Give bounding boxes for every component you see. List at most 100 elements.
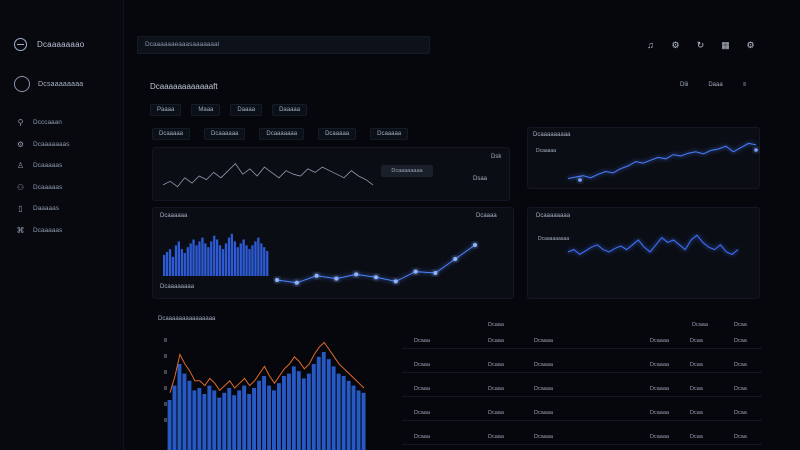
bar: [311, 364, 316, 450]
action-list[interactable]: Dlii: [680, 82, 689, 88]
bar: [267, 385, 271, 450]
bar: [254, 241, 257, 276]
bar: [224, 243, 228, 276]
chip-2[interactable]: Dcaaaaaaa: [259, 128, 305, 140]
panel-activity: Dcaaaaaaaa Dcaaaaaaaaa: [527, 207, 760, 299]
table-cell: Dcaaa: [488, 386, 504, 392]
bar: [331, 366, 336, 450]
bar: [197, 388, 202, 450]
sidebar-item-0[interactable]: ⚲ Dcccaaan: [16, 112, 70, 133]
panel-c-label: Dcaaaaaaaaa: [533, 132, 571, 138]
sidebar-item-2[interactable]: ♙ Dcaaaaas: [16, 155, 70, 176]
sidebar-item-3[interactable]: ⚇ Dcaaaaas: [16, 177, 70, 198]
table-cell: Dcaaaa: [650, 410, 669, 416]
bar: [230, 233, 233, 276]
panel-a-tag: Dsk: [491, 154, 502, 160]
brand[interactable]: Dcaaaaaaao: [14, 38, 84, 51]
table-cell: Dcaa: [734, 362, 747, 368]
table-cell: Dcaa: [734, 434, 747, 440]
bar: [245, 245, 248, 276]
bar: [165, 252, 169, 276]
bar: [263, 247, 266, 276]
data-point: [374, 275, 378, 280]
bar: [252, 388, 256, 450]
table-cell: Dcaa: [690, 434, 703, 440]
table-cell: Dcaaaa: [650, 338, 669, 344]
chip-3[interactable]: Daaaaa: [272, 104, 308, 116]
sidebar-item-5[interactable]: ⌘ Dcaaaaas: [16, 220, 70, 241]
chip-0[interactable]: Paaaa: [150, 104, 182, 116]
grid-icon[interactable]: ▦: [721, 40, 730, 50]
user-profile[interactable]: Dcsaaaaaaaa: [14, 76, 83, 92]
chip-4[interactable]: Dcaaaaa: [370, 128, 409, 140]
bell-icon[interactable]: ♫: [647, 40, 654, 50]
bar: [171, 256, 175, 276]
settings-icon[interactable]: ⚙: [746, 40, 755, 50]
bar: [207, 385, 212, 450]
pin-icon: ⚲: [17, 118, 24, 127]
table-cell: Dcaaaa: [534, 386, 553, 392]
data-point: [354, 272, 359, 277]
chip-1[interactable]: Dcaaaaaa: [204, 128, 246, 140]
action-data[interactable]: Daaa: [708, 82, 723, 88]
data-point: [754, 148, 758, 152]
table-cell: Dcaa: [734, 338, 747, 344]
y-tick-label: 8: [164, 418, 168, 424]
table-cell: Dcaaa: [414, 410, 430, 416]
bar: [237, 390, 242, 450]
chip-0[interactable]: Dcaaaaa: [152, 128, 191, 140]
bar: [301, 378, 306, 450]
refresh-icon[interactable]: ↻: [696, 40, 705, 50]
bar: [207, 247, 210, 276]
sidebar-item-label: Dcaaaaas: [33, 162, 63, 169]
bar: [341, 376, 346, 450]
bar: [251, 245, 254, 276]
data-point: [314, 273, 319, 278]
sidebar: Dcaaaaaaao Dcsaaaaaaaa ⚲ Dcccaaan ⚙ Dcaaaaa…: [0, 0, 124, 450]
bar: [262, 376, 266, 450]
bar: [233, 241, 236, 276]
table-cell: Dcaaa: [414, 386, 430, 392]
bar: [351, 385, 356, 450]
table-cell: Dcaaa: [414, 434, 430, 440]
table-cell: Dcaaa: [488, 434, 504, 440]
bar: [277, 383, 281, 450]
data-point: [334, 276, 339, 281]
table-cell: Dcaaa: [488, 338, 504, 344]
table-cell: Dcaaa: [488, 362, 504, 368]
bar: [183, 253, 186, 276]
sidebar-item-4[interactable]: ▯ Daaaaas: [16, 198, 70, 219]
table-row-divider: [402, 420, 762, 421]
user-icon: ⚇: [16, 182, 25, 192]
bar: [213, 235, 216, 276]
person-icon: ♙: [16, 161, 25, 170]
panel-d-label: Dcaaaaaaaa: [536, 213, 571, 219]
bar: [163, 254, 166, 276]
gear-icon[interactable]: ⚙: [671, 40, 680, 50]
bar: [316, 356, 321, 450]
bar: [210, 241, 213, 276]
brand-name: Dcaaaaaaao: [37, 40, 85, 49]
y-tick-label: 8: [164, 338, 168, 344]
data-point: [294, 280, 299, 285]
data-point: [413, 269, 418, 274]
sidebar-item-label: Dcaaaaas: [33, 183, 63, 191]
bar: [198, 241, 201, 276]
search-input[interactable]: Dcaaaaaaeaaasaaaaaaal: [137, 36, 430, 54]
panel-d-legend: Dcaaaaaaaaa: [538, 236, 570, 242]
sidebar-item-label: Daaaaas: [33, 205, 60, 212]
top-bar: Dcaaaaaaeaaasaaaaaaal ♫ ⚙ ↻ ▦ ⚙: [124, 0, 800, 70]
bar: [287, 373, 291, 450]
bar: [192, 239, 195, 276]
chip-1[interactable]: Maaa: [191, 104, 221, 116]
sidebar-item-1[interactable]: ⚙ Dcaaaaaaas: [16, 134, 70, 155]
menu-icon[interactable]: ≡: [742, 82, 747, 88]
table-cell: Dcaaaa: [650, 434, 669, 440]
chip-3[interactable]: Dcaaaaa: [318, 128, 357, 140]
data-point: [433, 271, 438, 275]
bar: [247, 394, 252, 450]
bar: [218, 245, 222, 276]
bar: [216, 239, 219, 276]
bar: [189, 243, 192, 276]
chip-2[interactable]: Daaaa: [230, 104, 263, 116]
